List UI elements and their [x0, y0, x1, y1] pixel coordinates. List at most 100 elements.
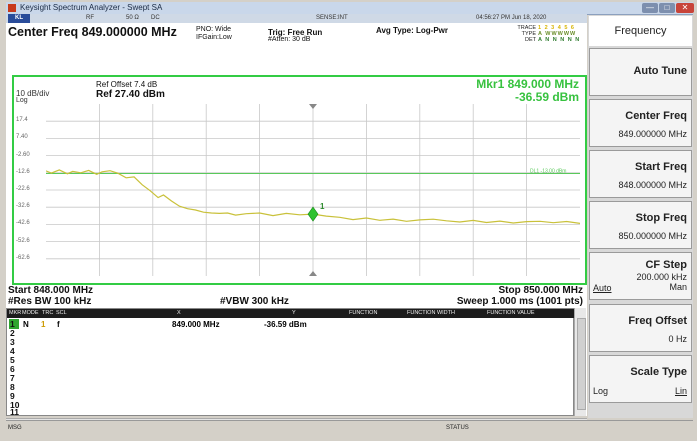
freq-offset-label: Freq Offset	[628, 315, 687, 327]
scale-type-label: Scale Type	[630, 366, 687, 378]
freq-offset-button[interactable]: Freq Offset 0 Hz	[589, 304, 692, 352]
video-bandwidth: #VBW 300 kHz	[220, 296, 289, 307]
rf-indicator: RF	[86, 15, 94, 21]
measurement-header: Center Freq 849.000000 MHz PNO: Wide IFG…	[6, 23, 587, 67]
pno-setting: PNO: Wide	[196, 26, 232, 33]
sense-indicator: SENSE:INT	[316, 15, 348, 21]
marker-table[interactable]: MKR MODE TRC SCL X Y FUNCTION FUNCTION W…	[6, 308, 575, 417]
attenuation-setting: #Atten: 30 dB	[268, 36, 311, 43]
stop-freq-value: 850.000000 MHz	[618, 231, 687, 241]
center-freq-value: 849.000000 MHz	[618, 129, 687, 139]
scale-type-button[interactable]: Scale Type Log Lin	[589, 355, 692, 403]
center-bottom-marker	[309, 271, 317, 276]
table-row-number: 7	[10, 373, 15, 383]
marker-scale[interactable]: f	[57, 320, 60, 329]
settings-status-strip: KL RF 50 Ω DC SENSE:INT 04:56:27 PM Jun …	[6, 14, 587, 23]
softkey-panel: Frequency Auto Tune Center Freq 849.0000…	[588, 15, 693, 418]
center-freq-label: Center Freq	[625, 110, 687, 122]
stop-freq-label: Stop Freq	[635, 212, 687, 224]
marker-frequency-readout: Mkr1 849.000 MHz	[476, 77, 579, 91]
table-row-number: 2	[10, 328, 15, 338]
marker-diamond	[307, 206, 319, 222]
cf-step-button[interactable]: CF Step 200.000 kHz Auto Man	[589, 252, 692, 300]
auto-tune-label: Auto Tune	[633, 65, 687, 77]
cf-step-man: Man	[669, 282, 687, 292]
ref-offset: Ref Offset 7.4 dB	[96, 80, 158, 89]
scale-type-lin: Lin	[674, 386, 687, 396]
timestamp: 04:56:27 PM Jun 18, 2020	[476, 15, 547, 21]
col-y: Y	[292, 310, 296, 316]
table-row-number: 6	[10, 364, 15, 374]
app-icon	[8, 4, 16, 12]
close-button[interactable]: ✕	[676, 3, 694, 13]
analyzer-screen: KL RF 50 Ω DC SENSE:INT 04:56:27 PM Jun …	[6, 14, 587, 426]
stop-freq-button[interactable]: Stop Freq 850.000000 MHz	[589, 201, 692, 249]
auto-tune-button[interactable]: Auto Tune	[589, 48, 692, 96]
cf-step-auto: Auto	[593, 283, 612, 293]
cf-step-value: 200.000 kHz	[636, 272, 687, 282]
scrollbar-thumb[interactable]	[577, 318, 586, 410]
cf-step-label: CF Step	[645, 259, 687, 271]
table-row-number: 4	[10, 346, 15, 356]
stop-frequency: Stop 850.000 MHz	[498, 285, 583, 296]
trace-values: 1 2 3 4 5 6	[538, 25, 575, 31]
trace-panel[interactable]: 10 dB/div Log Ref Offset 7.4 dB Ref 27.4…	[12, 75, 587, 285]
selected-row-indicator	[9, 319, 19, 329]
center-freq-title: Center Freq 849.000000 MHz	[8, 25, 177, 39]
marker-y-value[interactable]: -36.59 dBm	[264, 320, 307, 329]
message-label: MSG	[8, 425, 22, 431]
sweep-time: Sweep 1.000 ms (1001 pts)	[456, 296, 583, 307]
start-freq-button[interactable]: Start Freq 848.000000 MHz	[589, 150, 692, 198]
marker-x-value[interactable]: 849.000 MHz	[172, 320, 220, 329]
table-row-number: 11	[10, 407, 19, 417]
col-x: X	[177, 310, 181, 316]
col-mkr: MKR	[9, 310, 22, 316]
status-label: STATUS	[446, 425, 469, 431]
type-label: TYPE	[521, 31, 536, 37]
spectrum-trace	[46, 169, 580, 224]
marker-trace[interactable]: 1	[41, 320, 46, 329]
table-row-number: 1	[10, 319, 15, 329]
impedance-indicator: 50 Ω	[126, 15, 139, 21]
ifgain-setting: IFGain:Low	[196, 34, 232, 41]
col-mode: MODE	[22, 310, 39, 316]
resolution-bandwidth: #Res BW 100 kHz	[8, 296, 92, 307]
det-label: DET	[525, 37, 536, 43]
trace-label: TRACE	[517, 25, 536, 31]
start-freq-value: 848.000000 MHz	[618, 180, 687, 190]
y-tick-label: -52.6	[16, 237, 30, 244]
y-tick-label: -42.6	[16, 220, 30, 227]
menu-title: Frequency	[589, 16, 692, 46]
status-bar: MSG STATUS	[6, 420, 693, 437]
freq-offset-value: 0 Hz	[668, 334, 687, 344]
y-tick-label: -12.6	[16, 168, 30, 175]
col-function: FUNCTION	[349, 310, 378, 316]
col-scl: SCL	[56, 310, 67, 316]
ref-level: Ref 27.40 dBm	[96, 89, 165, 100]
center-top-marker	[309, 104, 317, 109]
minimize-button[interactable]: —	[642, 3, 658, 13]
table-row-number: 9	[10, 391, 15, 401]
table-row-number: 10	[10, 400, 20, 410]
marker-table-vertical-scrollbar[interactable]	[574, 308, 586, 416]
display-line-label: DL1 -13.00 dBm	[530, 168, 566, 174]
window-title: Keysight Spectrum Analyzer - Swept SA	[20, 3, 163, 12]
center-freq-button[interactable]: Center Freq 849.000000 MHz	[589, 99, 692, 147]
spectrum-plot[interactable]: DL1 -13.00 dBm 1	[46, 104, 580, 276]
kl-indicator: KL	[8, 14, 30, 23]
dc-indicator: DC	[151, 15, 160, 21]
marker-number-label: 1	[320, 202, 325, 211]
table-row-number: 8	[10, 382, 15, 392]
scale-type-log: Log	[593, 386, 609, 396]
marker-amplitude-readout: -36.59 dBm	[514, 90, 579, 104]
col-function-value: FUNCTION VALUE	[487, 310, 535, 316]
marker-mode[interactable]: N	[23, 320, 29, 329]
avg-type-setting: Avg Type: Log-Pwr	[376, 26, 448, 35]
start-freq-label: Start Freq	[635, 161, 687, 173]
scale-per-division: 10 dB/div	[16, 89, 50, 98]
y-tick-label: 17.4	[16, 117, 28, 124]
maximize-button[interactable]: □	[659, 3, 675, 13]
marker-table-header: MKR MODE TRC SCL X Y FUNCTION FUNCTION W…	[7, 309, 575, 318]
sweep-footer: Start 848.000 MHz #Res BW 100 kHz #VBW 3…	[6, 285, 587, 307]
